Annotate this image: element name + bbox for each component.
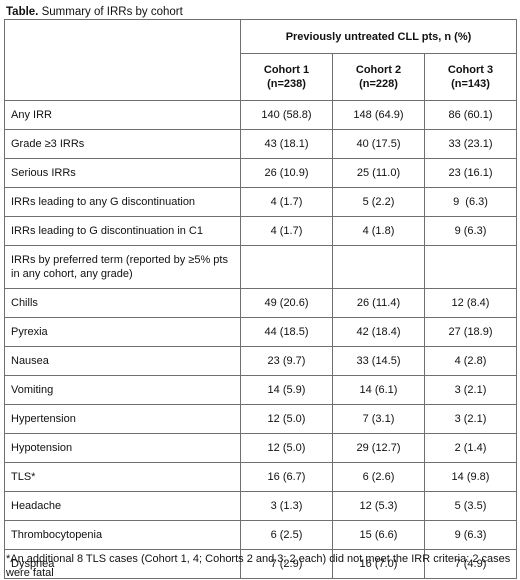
cohort-2-value: 6 (2.6) [332, 462, 425, 492]
cohort-2-value: 15 (6.6) [332, 520, 425, 550]
row-label: Any IRR [4, 100, 241, 130]
row-label: Grade ≥3 IRRs [4, 129, 241, 159]
term-label: Hypertension [4, 404, 241, 434]
table-row: TLS* 16 (6.7) 6 (2.6) 14 (9.8) [4, 462, 517, 492]
cohort-3-value: 86 (60.1) [424, 100, 517, 130]
cohort-3-value: 12 (8.4) [424, 288, 517, 318]
table-row: Pyrexia 44 (18.5) 42 (18.4) 27 (18.9) [4, 317, 517, 347]
term-section-row: IRRs by preferred term (reported by ≥5% … [4, 245, 517, 289]
cohort-1-value: 14 (5.9) [240, 375, 333, 405]
table-row: Dyspnea 7 (2.9) 16 (7.0) 7 (4.9) [4, 549, 517, 579]
cohort-1-name: Cohort 1 [263, 64, 310, 76]
table-row: Thrombocytopenia 6 (2.5) 15 (6.6) 9 (6.3… [4, 520, 517, 550]
cohort-2-value: 7 (3.1) [332, 404, 425, 434]
empty-cell [240, 245, 333, 289]
cohort-1-value: 3 (1.3) [240, 491, 333, 521]
cohort-3-value: 3 (2.1) [424, 404, 517, 434]
cohort-2-value: 16 (7.0) [332, 549, 425, 579]
term-label: Pyrexia [4, 317, 241, 347]
cohort-1-value: 49 (20.6) [240, 288, 333, 318]
cohort-3-value: 2 (1.4) [424, 433, 517, 463]
cohort-3-value: 9 (6.3) [424, 187, 517, 217]
table-row: Any IRR 140 (58.8) 148 (64.9) 86 (60.1) [4, 100, 517, 130]
cohort-3-value: 7 (4.9) [424, 549, 517, 579]
table-row: Serious IRRs 26 (10.9) 25 (11.0) 23 (16.… [4, 158, 517, 188]
cohort-1-value: 4 (1.7) [240, 187, 333, 217]
cohort-3-value: 27 (18.9) [424, 317, 517, 347]
irr-summary-table: Previously untreated CLL pts, n (%) Coho… [4, 19, 517, 579]
cohort-1-value: 16 (6.7) [240, 462, 333, 492]
term-label: TLS* [4, 462, 241, 492]
table-row: Hypertension 12 (5.0) 7 (3.1) 3 (2.1) [4, 404, 517, 434]
cohort-1-value: 7 (2.9) [240, 549, 333, 579]
cohort-1-value: 44 (18.5) [240, 317, 333, 347]
table-row: Chills 49 (20.6) 26 (11.4) 12 (8.4) [4, 288, 517, 318]
cohort-1-value: 12 (5.0) [240, 433, 333, 463]
row-label: IRRs leading to any G discontinuation [4, 187, 241, 217]
table-row: Headache 3 (1.3) 12 (5.3) 5 (3.5) [4, 491, 517, 521]
table-row: Grade ≥3 IRRs 43 (18.1) 40 (17.5) 33 (23… [4, 129, 517, 159]
table-row: Hypotension 12 (5.0) 29 (12.7) 2 (1.4) [4, 433, 517, 463]
cohort-2-header: Cohort 2 (n=228) [332, 53, 425, 101]
cohort-3-header: Cohort 3 (n=143) [424, 53, 517, 101]
cohort-2-value: 42 (18.4) [332, 317, 425, 347]
term-label: Headache [4, 491, 241, 521]
cohort-2-n: (n=228) [359, 78, 398, 90]
cohort-1-value: 140 (58.8) [240, 100, 333, 130]
cohort-2-value: 148 (64.9) [332, 100, 425, 130]
cohort-3-value: 33 (23.1) [424, 129, 517, 159]
term-label: Chills [4, 288, 241, 318]
cohort-3-value: 4 (2.8) [424, 346, 517, 376]
term-label: Dyspnea [4, 549, 241, 579]
row-label: Serious IRRs [4, 158, 241, 188]
cohort-3-value: 23 (16.1) [424, 158, 517, 188]
table-caption: Table. Summary of IRRs by cohort [6, 5, 183, 19]
cohort-2-value: 14 (6.1) [332, 375, 425, 405]
cohort-3-value: 9 (6.3) [424, 520, 517, 550]
empty-cell [332, 245, 425, 289]
cohort-3-value: 3 (2.1) [424, 375, 517, 405]
cohort-1-value: 4 (1.7) [240, 216, 333, 246]
cohort-3-n: (n=143) [451, 78, 490, 90]
table-row: IRRs leading to G discontinuation in C1 … [4, 216, 517, 246]
cohort-3-value: 14 (9.8) [424, 462, 517, 492]
table-row: Nausea 23 (9.7) 33 (14.5) 4 (2.8) [4, 346, 517, 376]
cohort-3-name: Cohort 3 [447, 64, 494, 76]
caption-label: Table. [6, 6, 39, 18]
cohort-1-value: 26 (10.9) [240, 158, 333, 188]
row-label: IRRs leading to G discontinuation in C1 [4, 216, 241, 246]
cohort-3-value: 9 (6.3) [424, 216, 517, 246]
cohort-2-value: 26 (11.4) [332, 288, 425, 318]
cohort-1-value: 43 (18.1) [240, 129, 333, 159]
cohort-1-n: (n=238) [267, 78, 306, 90]
table-footnote: *An additional 8 TLS cases (Cohort 1, 4;… [6, 553, 511, 579]
population-header: Previously untreated CLL pts, n (%) [240, 19, 517, 54]
cohort-2-value: 4 (1.8) [332, 216, 425, 246]
cohort-2-value: 29 (12.7) [332, 433, 425, 463]
term-label: Hypotension [4, 433, 241, 463]
cohort-2-value: 25 (11.0) [332, 158, 425, 188]
term-label: Vomiting [4, 375, 241, 405]
cohort-1-header: Cohort 1 (n=238) [240, 53, 333, 101]
empty-cell [424, 245, 517, 289]
cohort-2-value: 5 (2.2) [332, 187, 425, 217]
cohort-2-value: 40 (17.5) [332, 129, 425, 159]
table-row: IRRs leading to any G discontinuation 4 … [4, 187, 517, 217]
term-label: Nausea [4, 346, 241, 376]
cohort-2-value: 12 (5.3) [332, 491, 425, 521]
table-row: Vomiting 14 (5.9) 14 (6.1) 3 (2.1) [4, 375, 517, 405]
term-label: Thrombocytopenia [4, 520, 241, 550]
cohort-3-value: 5 (3.5) [424, 491, 517, 521]
cohort-1-value: 12 (5.0) [240, 404, 333, 434]
header-empty-cell [4, 19, 241, 101]
cohort-1-value: 6 (2.5) [240, 520, 333, 550]
caption-text: Summary of IRRs by cohort [41, 6, 183, 18]
cohort-2-value: 33 (14.5) [332, 346, 425, 376]
header-row-cohorts: Cohort 1 (n=238) Cohort 2 (n=228) Cohort… [5, 53, 517, 101]
cohort-2-name: Cohort 2 [355, 64, 402, 76]
term-section-label: IRRs by preferred term (reported by ≥5% … [4, 245, 241, 289]
header-row-span: Previously untreated CLL pts, n (%) [4, 19, 517, 101]
cohort-1-value: 23 (9.7) [240, 346, 333, 376]
